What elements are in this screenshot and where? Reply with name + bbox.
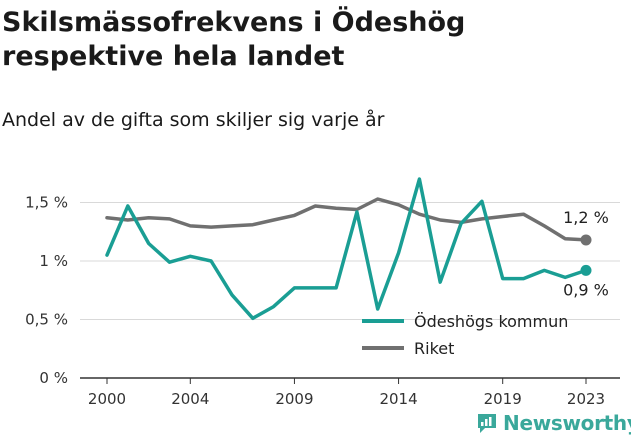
- series-lines: [105, 177, 592, 321]
- series-line-riket: [105, 197, 588, 242]
- end-labels: 1,2 % 0,9 %: [563, 208, 609, 299]
- legend: Ödeshögs kommun Riket: [362, 312, 568, 358]
- x-axis-ticks: 2000 2004 2009 2014 2019 2023: [88, 378, 605, 408]
- brand-name: Newsworthy: [503, 411, 631, 435]
- end-point-odeshog: [580, 264, 592, 276]
- x-tick-label: 2000: [88, 390, 126, 408]
- series-line-odeshog: [105, 177, 588, 321]
- x-tick-label: 2009: [275, 390, 313, 408]
- end-point-riket: [580, 234, 592, 246]
- y-tick-label: 1,5 %: [25, 194, 68, 212]
- gridlines: [80, 202, 620, 379]
- x-tick-label: 2019: [484, 390, 522, 408]
- end-label-odeshog: 0,9 %: [563, 280, 609, 299]
- newsworthy-logo: Newsworthy: [476, 409, 631, 437]
- y-tick-label: 1 %: [39, 252, 68, 270]
- legend-label-odeshog: Ödeshögs kommun: [414, 312, 568, 331]
- x-tick-label: 2004: [171, 390, 209, 408]
- chart-subtitle: Andel av de gifta som skiljer sig varje …: [2, 109, 385, 131]
- end-label-riket: 1,2 %: [563, 208, 609, 227]
- newsworthy-logo-icon: [476, 412, 498, 434]
- x-tick-label: 2014: [379, 390, 417, 408]
- x-tick-label: 2023: [567, 390, 605, 408]
- legend-label-riket: Riket: [414, 339, 454, 358]
- y-axis-ticks: 0 % 0,5 % 1 % 1,5 %: [25, 194, 68, 388]
- chart-title: Skilsmässofrekvens i Ödeshög respektive …: [2, 7, 466, 72]
- y-tick-label: 0 %: [39, 369, 68, 387]
- y-tick-label: 0,5 %: [25, 311, 68, 329]
